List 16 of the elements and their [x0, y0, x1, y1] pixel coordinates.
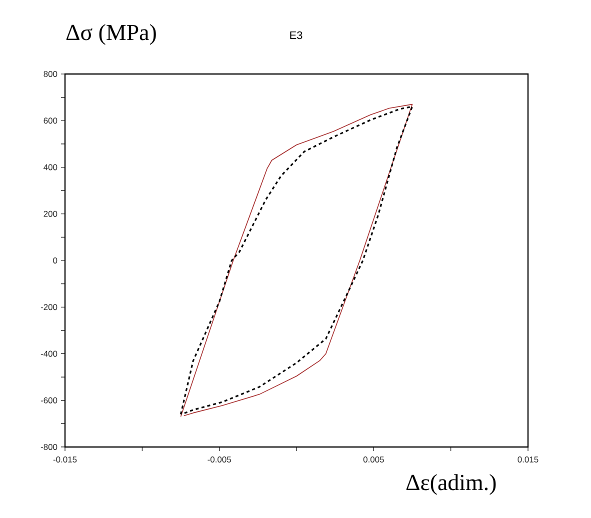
x-tick-label: -0.015	[53, 456, 77, 462]
y-tick-label: -600	[40, 397, 58, 404]
x-tick-label: 0.015	[518, 456, 538, 462]
y-tick-label: -200	[40, 304, 58, 310]
y-tick-label: 800	[44, 71, 58, 77]
y-tick-label: -400	[40, 350, 58, 357]
x-tick-label: -0.005	[208, 456, 231, 462]
chart-title: E3	[290, 31, 302, 40]
x-axis-title: Δε(adim.)	[406, 474, 496, 495]
y-tick-label: 0	[53, 257, 58, 264]
y-axis-title: Δσ (MPa)	[66, 24, 156, 45]
x-tick-label: 0.005	[363, 456, 384, 462]
y-tick-label: 200	[44, 210, 58, 217]
y-tick-label: 600	[44, 118, 58, 124]
y-tick-label: -800	[40, 444, 58, 450]
y-tick-label: 400	[44, 164, 58, 170]
